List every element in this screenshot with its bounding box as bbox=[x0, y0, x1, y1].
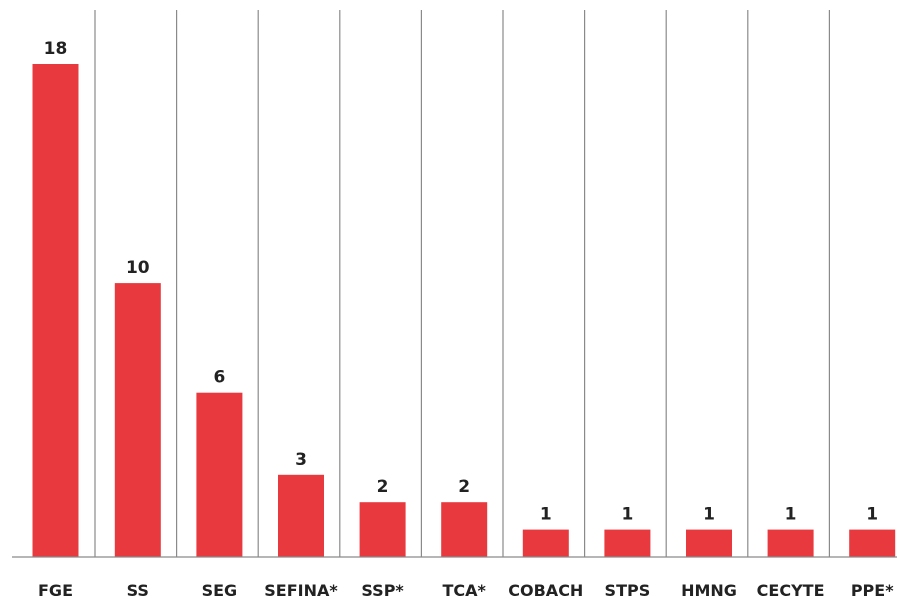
column-dividers bbox=[94, 10, 831, 557]
value-label: 1 bbox=[785, 505, 797, 525]
category-label: SEFINA* bbox=[264, 581, 338, 600]
bar-stps bbox=[604, 529, 651, 557]
bar-tca bbox=[441, 502, 488, 557]
category-label: SS bbox=[127, 581, 149, 600]
bar-ss bbox=[114, 283, 161, 557]
category-label: FGE bbox=[38, 581, 73, 600]
value-label: 1 bbox=[703, 505, 715, 525]
bars-group bbox=[32, 64, 896, 557]
bar-ppe bbox=[849, 529, 896, 557]
bar-cobach bbox=[522, 529, 569, 557]
bar-fge bbox=[32, 64, 79, 557]
value-label: 3 bbox=[295, 450, 307, 470]
category-label: TCA* bbox=[442, 581, 486, 600]
bar-sefina bbox=[278, 474, 324, 557]
category-labels-group: FGE SS SEG SEFINA* SSP* TCA* COBACH STPS HMNG CEC… bbox=[38, 581, 894, 600]
category-label: CECYTE bbox=[757, 581, 825, 600]
category-label: SEG bbox=[202, 581, 238, 600]
bar-hmng bbox=[686, 529, 732, 557]
bar-cecyte bbox=[767, 529, 814, 557]
value-label: 1 bbox=[540, 505, 552, 525]
category-label: HMNG bbox=[681, 581, 737, 600]
value-label: 2 bbox=[458, 477, 470, 497]
category-label: COBACH bbox=[508, 581, 583, 600]
value-label: 1 bbox=[866, 505, 878, 525]
value-labels-group: 18 10 6 3 2 2 1 1 1 1 1 bbox=[44, 39, 878, 525]
category-label: STPS bbox=[605, 581, 651, 600]
value-label: 10 bbox=[126, 258, 150, 278]
value-label: 2 bbox=[377, 477, 389, 497]
category-label: PPE* bbox=[851, 581, 894, 600]
bar-ssp bbox=[359, 502, 406, 557]
category-label: SSP* bbox=[361, 581, 404, 600]
value-label: 18 bbox=[44, 39, 68, 59]
value-label: 6 bbox=[213, 368, 225, 388]
value-label: 1 bbox=[621, 505, 633, 525]
bar-seg bbox=[196, 392, 243, 557]
